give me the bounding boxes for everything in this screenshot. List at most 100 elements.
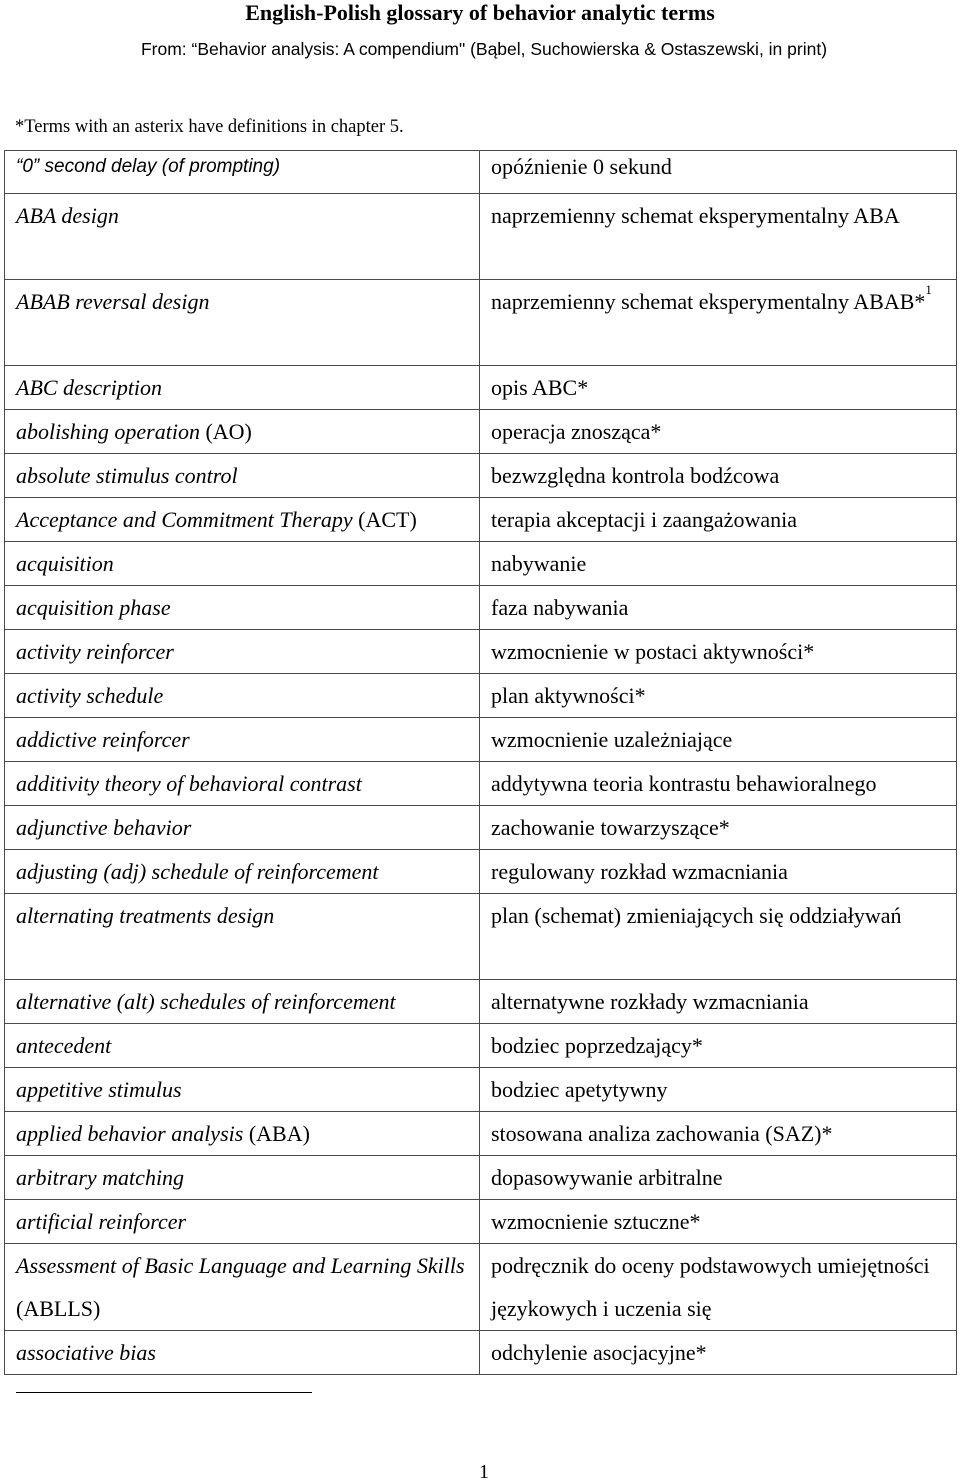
- document-title: English-Polish glossary of behavior anal…: [245, 0, 715, 25]
- footnote-separator: [16, 1392, 312, 1393]
- english-term-cell: antecedent: [4, 1023, 480, 1068]
- polish-term: terapia akceptacji i zaangażowania: [491, 507, 797, 532]
- polish-term: operacja znosząca*: [491, 419, 662, 444]
- polish-term: bodziec apetytywny: [491, 1077, 668, 1102]
- english-term: ABC description: [16, 375, 163, 400]
- english-term-cell: Acceptance and Commitment Therapy (ACT): [4, 497, 480, 542]
- table-row: ABAB reversal design naprzemienny schema…: [4, 279, 957, 366]
- polish-term-cell: stosowana analiza zachowania (SAZ)*: [479, 1111, 957, 1156]
- english-term: acquisition: [16, 551, 114, 576]
- table-row: adjusting (adj) schedule of reinforcemen…: [4, 849, 957, 894]
- table-row: associative bias odchylenie asocjacyjne*: [4, 1330, 957, 1375]
- english-term-cell: ABC description: [4, 365, 480, 410]
- polish-term-cell: naprzemienny schemat eksperymentalny ABA: [479, 193, 957, 280]
- english-term: activity schedule: [16, 683, 164, 708]
- table-row: alternating treatments design plan (sche…: [4, 893, 957, 980]
- english-term-cell: arbitrary matching: [4, 1155, 480, 1200]
- english-term: artificial reinforcer: [16, 1209, 187, 1234]
- polish-term: naprzemienny schemat eksperymentalny ABA: [491, 203, 900, 228]
- polish-term-cell: addytywna teoria kontrastu behawioralneg…: [479, 761, 957, 806]
- english-term-cell: alternating treatments design: [4, 893, 480, 980]
- english-term-cell: abolishing operation (AO): [4, 409, 480, 454]
- polish-term: wzmocnienie uzależniające: [491, 727, 733, 752]
- polish-term: bodziec poprzedzający*: [491, 1033, 703, 1058]
- polish-term-cell: podręcznik do oceny podstawowych umiejęt…: [479, 1243, 957, 1331]
- english-term: absolute stimulus control: [16, 463, 238, 488]
- table-row: Assessment of Basic Language and Learnin…: [4, 1243, 957, 1331]
- english-term: Assessment of Basic Language and Learnin…: [16, 1253, 465, 1278]
- polish-term-cell: bezwzględna kontrola bodźcowa: [479, 453, 957, 498]
- polish-term: odchylenie asocjacyjne*: [491, 1340, 707, 1365]
- table-row: “0” second delay (of prompting) opóźnien…: [4, 150, 957, 194]
- polish-term: opóźnienie 0 sekund: [491, 154, 672, 179]
- table-row: Acceptance and Commitment Therapy (ACT) …: [4, 497, 957, 542]
- english-term-cell: appetitive stimulus: [4, 1067, 480, 1112]
- polish-term-cell: opóźnienie 0 sekund: [479, 150, 957, 194]
- english-term: alternative (alt) schedules of reinforce…: [16, 989, 396, 1014]
- english-term: activity reinforcer: [16, 639, 174, 664]
- english-term-cell: associative bias: [4, 1330, 480, 1375]
- polish-term-cell: faza nabywania: [479, 585, 957, 630]
- polish-term-cell: regulowany rozkład wzmacniania: [479, 849, 957, 894]
- polish-term-cell: odchylenie asocjacyjne*: [479, 1330, 957, 1375]
- english-term-cell: applied behavior analysis (ABA): [4, 1111, 480, 1156]
- polish-term: plan (schemat) zmieniających się oddział…: [491, 903, 902, 928]
- english-term: Acceptance and Commitment Therapy: [16, 507, 353, 532]
- english-term: associative bias: [16, 1340, 156, 1365]
- table-row: activity reinforcer wzmocnienie w postac…: [4, 629, 957, 674]
- polish-term-cell: bodziec apetytywny: [479, 1067, 957, 1112]
- english-term-cell: acquisition: [4, 541, 480, 586]
- english-term: appetitive stimulus: [16, 1077, 182, 1102]
- english-term-cell: artificial reinforcer: [4, 1199, 480, 1244]
- english-term: ABA design: [16, 203, 119, 228]
- english-term: applied behavior analysis: [16, 1121, 244, 1146]
- polish-term: regulowany rozkład wzmacniania: [491, 859, 788, 884]
- table-row: applied behavior analysis (ABA) stosowan…: [4, 1111, 957, 1156]
- english-term: acquisition phase: [16, 595, 171, 620]
- polish-term: wzmocnienie w postaci aktywności*: [491, 639, 815, 664]
- english-term: additivity theory of behavioral contrast: [16, 771, 362, 796]
- polish-term: addytywna teoria kontrastu behawioralneg…: [491, 771, 877, 796]
- page-number: 1: [479, 1461, 489, 1483]
- table-row: absolute stimulus control bezwzględna ko…: [4, 453, 957, 498]
- polish-term: podręcznik do oceny podstawowych umiejęt…: [491, 1253, 930, 1321]
- table-row: artificial reinforcer wzmocnienie sztucz…: [4, 1199, 957, 1244]
- polish-term: dopasowywanie arbitralne: [491, 1165, 723, 1190]
- polish-term-cell: dopasowywanie arbitralne: [479, 1155, 957, 1200]
- english-term: adjusting (adj) schedule of reinforcemen…: [16, 859, 379, 884]
- english-term: addictive reinforcer: [16, 727, 190, 752]
- polish-term: wzmocnienie sztuczne*: [491, 1209, 701, 1234]
- table-row: ABC description opis ABC*: [4, 365, 957, 410]
- abbreviation: (ACT): [358, 507, 417, 532]
- english-term-cell: absolute stimulus control: [4, 453, 480, 498]
- table-row: addictive reinforcer wzmocnienie uzależn…: [4, 717, 957, 762]
- polish-term-cell: alternatywne rozkłady wzmacniania: [479, 979, 957, 1024]
- table-row: acquisition phase faza nabywania: [4, 585, 957, 630]
- polish-term-cell: nabywanie: [479, 541, 957, 586]
- english-term-cell: addictive reinforcer: [4, 717, 480, 762]
- polish-term-cell: wzmocnienie sztuczne*: [479, 1199, 957, 1244]
- english-term-cell: ABA design: [4, 193, 480, 280]
- table-row: ABA design naprzemienny schemat eksperym…: [4, 193, 957, 280]
- polish-term-cell: zachowanie towarzyszące*: [479, 805, 957, 850]
- polish-term: zachowanie towarzyszące*: [491, 815, 730, 840]
- footnote-marker: 1: [925, 282, 932, 297]
- table-row: acquisition nabywanie: [4, 541, 957, 586]
- english-term-cell: activity reinforcer: [4, 629, 480, 674]
- english-term-cell: Assessment of Basic Language and Learnin…: [4, 1243, 480, 1331]
- table-row: arbitrary matching dopasowywanie arbitra…: [4, 1155, 957, 1200]
- polish-term: bezwzględna kontrola bodźcowa: [491, 463, 780, 488]
- english-term-cell: adjunctive behavior: [4, 805, 480, 850]
- polish-term: opis ABC*: [491, 375, 589, 400]
- polish-term-cell: opis ABC*: [479, 365, 957, 410]
- polish-term: naprzemienny schemat eksperymentalny ABA…: [491, 289, 926, 314]
- english-term-cell: ABAB reversal design: [4, 279, 480, 366]
- english-term-cell: activity schedule: [4, 673, 480, 718]
- english-term-cell: additivity theory of behavioral contrast: [4, 761, 480, 806]
- polish-term-cell: naprzemienny schemat eksperymentalny ABA…: [479, 279, 957, 366]
- english-term-cell: alternative (alt) schedules of reinforce…: [4, 979, 480, 1024]
- polish-term-cell: wzmocnienie w postaci aktywności*: [479, 629, 957, 674]
- polish-term: faza nabywania: [491, 595, 629, 620]
- english-term-cell: acquisition phase: [4, 585, 480, 630]
- source-citation: From: “Behavior analysis: A compendium" …: [140, 39, 828, 59]
